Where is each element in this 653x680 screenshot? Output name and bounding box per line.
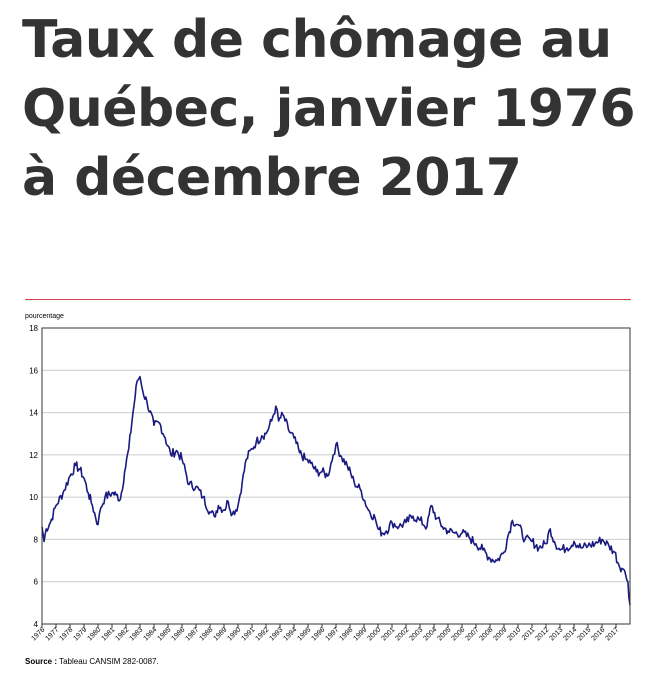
title-divider (25, 299, 631, 300)
x-tick-label: 1991 (240, 626, 256, 642)
line-chart: pourcentage 4 6 8 10 12 14 16 18 19761977197819… (25, 313, 631, 642)
grid-lines (42, 369, 630, 583)
y-tick-label: 8 (34, 535, 39, 544)
x-tick-label: 2001 (380, 626, 396, 642)
x-tick-label: 1996 (310, 626, 326, 642)
x-tick-label: 2003 (408, 626, 424, 642)
x-tick-label: 2008 (478, 626, 494, 642)
x-tick-label: 2014 (562, 626, 578, 642)
x-tick-label: 1977 (44, 626, 60, 642)
x-tick-label: 1989 (212, 626, 228, 642)
x-tick-label: 1990 (226, 626, 242, 642)
x-tick-label: 1984 (142, 626, 158, 642)
x-tick-label: 1983 (128, 626, 144, 642)
x-tick-label: 1997 (324, 626, 340, 642)
x-tick-label: 1993 (268, 626, 284, 642)
page-title: Taux de chômage au Québec, janvier 1976 … (22, 10, 636, 208)
x-tick-label: 2013 (548, 626, 564, 642)
x-tick-label: 2015 (576, 626, 592, 642)
x-tick-label: 2016 (590, 626, 606, 642)
x-tick-label: 2009 (492, 626, 508, 642)
x-tick-label: 2011 (521, 626, 537, 642)
source-label: Source : (25, 657, 58, 666)
y-tick-label: 6 (34, 578, 39, 587)
x-tick-label: 2004 (422, 626, 438, 642)
x-axis-ticks: 1976197719781979198019811982198319841985… (30, 624, 620, 642)
x-tick-label: 1988 (198, 626, 214, 642)
x-tick-label: 1980 (86, 626, 102, 642)
y-tick-label: 12 (29, 451, 38, 460)
source-note: Source : Tableau CANSIM 282-0087. (25, 657, 159, 666)
x-tick-label: 1987 (184, 626, 200, 642)
x-tick-label: 1982 (114, 626, 130, 642)
x-tick-label: 1985 (156, 626, 172, 642)
x-tick-label: 2006 (450, 626, 466, 642)
x-tick-label: 1992 (254, 626, 270, 642)
y-tick-label: 10 (29, 493, 38, 502)
source-text: Tableau CANSIM 282-0087. (59, 657, 159, 666)
x-tick-label: 2017 (604, 626, 620, 642)
x-tick-label: 1994 (282, 626, 298, 642)
x-tick-label: 2007 (464, 626, 480, 642)
series-line (41, 375, 631, 606)
y-tick-label: 16 (29, 366, 38, 375)
y-tick-label: 14 (29, 409, 38, 418)
x-tick-label: 2002 (394, 626, 410, 642)
x-tick-label: 1986 (170, 626, 186, 642)
x-tick-label: 1978 (58, 626, 74, 642)
x-tick-label: 2000 (366, 626, 382, 642)
x-tick-label: 1979 (72, 626, 88, 642)
plot-frame (41, 327, 631, 625)
x-tick-label: 1995 (296, 626, 312, 642)
x-tick-label: 1998 (338, 626, 354, 642)
x-tick-label: 1999 (352, 626, 368, 642)
x-tick-label: 2010 (506, 626, 522, 642)
y-axis-ticks: 4 6 8 10 12 14 16 18 (29, 324, 38, 629)
y-tick-label: 4 (34, 620, 39, 629)
y-axis-label: pourcentage (25, 313, 64, 320)
y-tick-label: 18 (29, 324, 38, 333)
x-tick-label: 1981 (100, 626, 116, 642)
x-tick-label: 2005 (436, 626, 452, 642)
x-tick-label: 2012 (534, 626, 550, 642)
